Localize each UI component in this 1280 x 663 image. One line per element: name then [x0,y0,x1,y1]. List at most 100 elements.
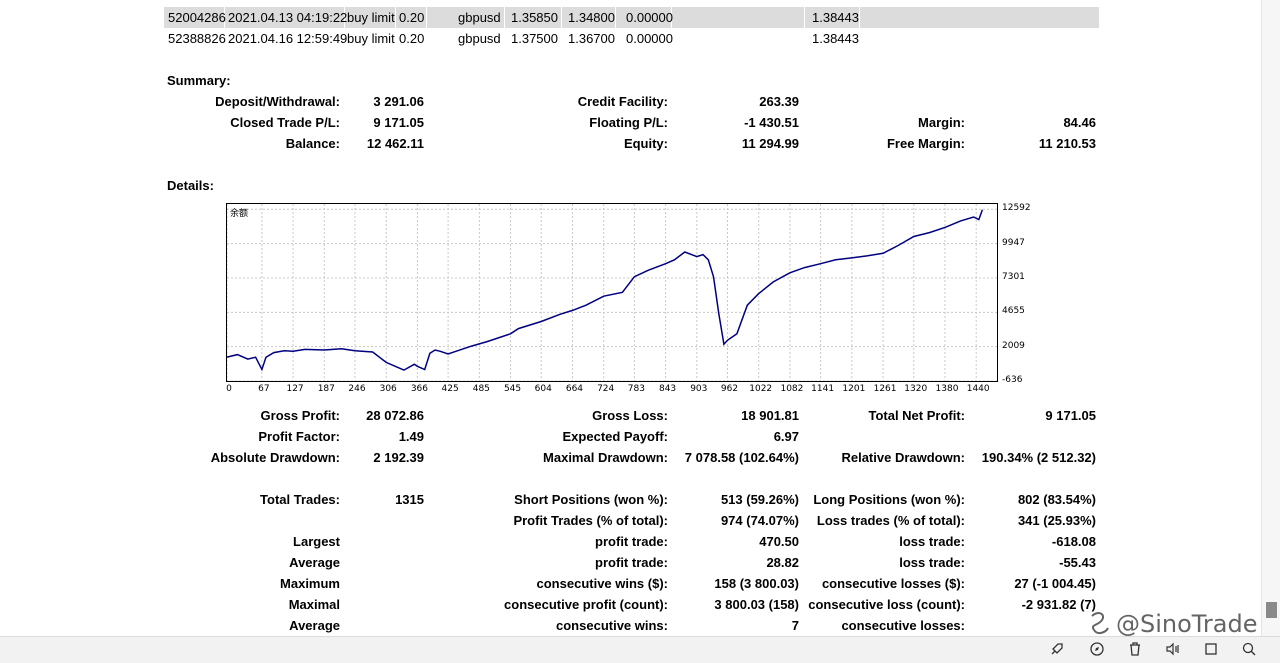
detail-label: Gross Loss: [592,408,668,423]
balance-value: 12 462.11 [366,136,424,151]
x-tick-label: 1261 [873,384,897,394]
y-tick-label: 2009 [1002,340,1025,351]
x-tick-label: 783 [627,384,645,394]
detail-label: loss trade: [899,555,965,570]
order-size: 0.20 [399,31,425,46]
detail-value: -618.08 [1051,534,1096,549]
scrollbar-thumb[interactable] [1266,602,1277,618]
x-tick-label: 187 [317,384,335,394]
detail-label: Largest [293,534,340,549]
x-tick-label: 1201 [842,384,866,394]
order-market: 1.38443 [812,10,859,25]
detail-label: consecutive losses: [841,618,965,633]
summary-heading: Summary: [167,73,231,88]
equity-label: Equity: [623,136,668,151]
x-tick-label: 1440 [966,384,990,394]
detail-label: Average [289,618,340,633]
detail-value: -2 931.82 (7) [1021,597,1096,612]
y-tick-label: -636 [1002,375,1023,385]
column-separator [671,7,672,28]
x-tick-label: 903 [690,384,708,394]
x-tick-label: 366 [410,384,428,394]
x-tick-label: 1141 [811,384,835,394]
detail-value: 974 (74.07%) [720,513,799,528]
balance-series-line [227,209,984,372]
column-separator [504,7,505,28]
detail-label: Maximal [288,597,340,612]
column-separator [395,7,396,28]
svg-text:@SinoTrade: @SinoTrade [1116,610,1258,638]
order-sl: 1.34800 [568,10,615,25]
detail-label: consecutive profit (count): [504,597,668,612]
column-separator [804,7,805,28]
x-tick-label: 664 [565,384,584,394]
detail-label: Maximal Drawdown: [543,450,668,465]
x-tick-label: 545 [503,384,522,394]
detail-value: 28.82 [766,555,799,570]
detail-value: 18 901.81 [741,408,799,423]
trash-icon[interactable] [1126,641,1144,659]
vertical-scrollbar[interactable] [1261,0,1280,636]
margin-value: 84.46 [1063,115,1096,130]
detail-value: 28 072.86 [366,408,424,423]
detail-label: Maximum [280,576,340,591]
balance-chart: 余额 [226,203,998,382]
detail-label: loss trade: [899,534,965,549]
order-price: 1.35850 [511,10,558,25]
balance-label: Balance: [285,136,340,151]
x-tick-label: 1022 [749,384,773,394]
detail-value: 470.50 [759,534,799,549]
x-tick-label: 962 [720,384,739,394]
detail-label: Profit Factor: [258,429,340,444]
x-tick-label: 1380 [935,384,959,394]
closed-pl-value: 9 171.05 [373,115,424,130]
detail-value: 341 (25.93%) [1017,513,1096,528]
rocket-icon[interactable] [1048,641,1066,659]
column-separator [224,7,225,28]
balance-chart-svg [227,204,997,381]
detail-value: 2 192.39 [373,450,424,465]
detail-label: profit trade: [595,555,668,570]
detail-label: Average [289,555,340,570]
detail-value: 1.49 [398,429,424,444]
order-tp: 0.00000 [626,31,673,46]
detail-label: consecutive wins ($): [536,576,668,591]
y-tick-label: 12592 [1002,203,1031,214]
detail-value: 158 (3 800.03) [714,576,799,591]
y-tick-label: 9947 [1002,237,1025,248]
bottom-toolbar [0,636,1280,663]
order-time: 2021.04.16 12:59:49 [228,31,348,46]
detail-label: consecutive losses ($): [821,576,965,591]
detail-value: -55.43 [1059,555,1096,570]
order-price: 1.37500 [511,31,558,46]
order-market: 1.38443 [812,31,859,46]
detail-label: Loss trades (% of total): [816,513,965,528]
detail-value: 6.97 [773,429,799,444]
floating-label: Floating P/L: [589,115,668,130]
speaker-icon[interactable] [1164,641,1182,659]
search-icon[interactable] [1240,641,1258,659]
detail-label: Profit Trades (% of total): [513,513,668,528]
column-separator [615,7,616,28]
order-type: buy limit [347,10,395,25]
equity-value: 11 294.99 [741,136,799,151]
credit-value: 263.39 [759,94,799,109]
y-tick-label: 4655 [1002,306,1025,317]
y-tick-label: 7301 [1002,271,1025,282]
order-type: buy limit [347,31,395,46]
order-ticket: 52004286 [168,10,226,25]
free-margin-label: Free Margin: [886,136,965,151]
x-tick-label: 1082 [780,384,804,394]
order-item: gbpusd [458,31,501,46]
detail-label: Relative Drawdown: [841,450,965,465]
compass-icon[interactable] [1088,641,1106,659]
order-item: gbpusd [458,10,501,25]
window-icon[interactable] [1202,641,1220,659]
x-tick-label: 604 [534,384,552,394]
x-tick-label: 724 [597,384,615,394]
detail-label: Short Positions (won %): [514,492,668,507]
order-ticket: 52388826 [168,31,226,46]
detail-label: Long Positions (won %): [813,492,965,507]
detail-value: 9 171.05 [1045,408,1096,423]
detail-label: Total Net Profit: [868,408,965,423]
